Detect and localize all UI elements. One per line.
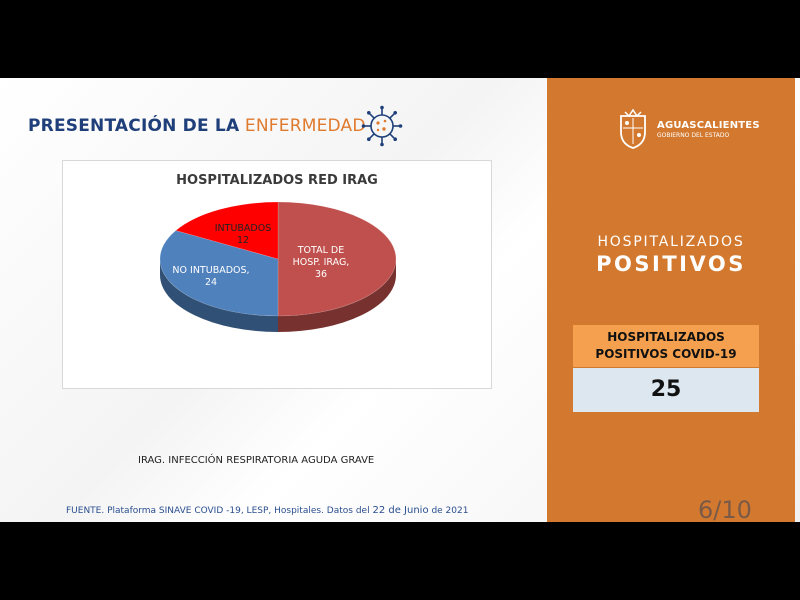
pie-slice-1 [159, 230, 279, 317]
pie-slice-side-1 [160, 259, 278, 332]
page-number: 6/10 [698, 496, 752, 522]
state-subtitle: GOBIERNO DEL ESTADO [657, 132, 730, 139]
state-name: AGUASCALIENTES [657, 120, 760, 131]
pie-chart [159, 201, 397, 332]
info-panel: AGUASCALIENTES GOBIERNO DEL ESTADO HOSPI… [547, 78, 795, 522]
state-logo: AGUASCALIENTES GOBIERNO DEL ESTADO [615, 108, 760, 152]
pie-slice-side-0 [278, 259, 396, 332]
slice-label-total: TOTAL DE HOSP. IRAG, 36 [292, 245, 350, 280]
kpi-label-line2: POSITIVOS COVID-19 [595, 347, 737, 361]
chart-title: HOSPITALIZADOS RED IRAG [176, 173, 378, 188]
pie-slice-0 [277, 201, 397, 317]
source-text-c: de 2021 [431, 506, 469, 516]
source-text-a: FUENTE. Plataforma SINAVE COVID -19, LES… [66, 506, 370, 516]
virus-icon [361, 105, 403, 147]
kpi-label: HOSPITALIZADOS POSITIVOS COVID-19 [573, 325, 759, 367]
coat-of-arms-icon [620, 108, 646, 149]
slide-title-bold: PRESENTACIÓN DE LA [28, 116, 240, 136]
footnote: IRAG. INFECCIÓN RESPIRATORIA AGUDA GRAVE [138, 455, 375, 466]
source-date: 22 de Junio [372, 505, 429, 516]
pie-slice-2 [175, 201, 279, 260]
panel-heading-bold: POSITIVOS [596, 252, 746, 276]
panel-heading-light: HOSPITALIZADOS [597, 234, 745, 250]
slide: PRESENTACIÓN DE LA ENFERMEDAD HOSPITALIZ… [0, 78, 800, 522]
slide-title-light: ENFERMEDAD [244, 116, 366, 136]
source-note: FUENTE. Plataforma SINAVE COVID -19, LES… [66, 505, 468, 516]
kpi-label-line1: HOSPITALIZADOS [607, 330, 725, 344]
slice-label-intubados: INTUBADOS 12 [214, 223, 272, 246]
kpi-value: 25 [573, 368, 759, 412]
pie-chart-panel: HOSPITALIZADOS RED IRAG TOTAL DE HOSP. I… [62, 160, 492, 389]
slide-title: PRESENTACIÓN DE LA ENFERMEDAD [28, 116, 366, 136]
slice-label-no-intubados: NO INTUBADOS, 24 [172, 265, 250, 288]
